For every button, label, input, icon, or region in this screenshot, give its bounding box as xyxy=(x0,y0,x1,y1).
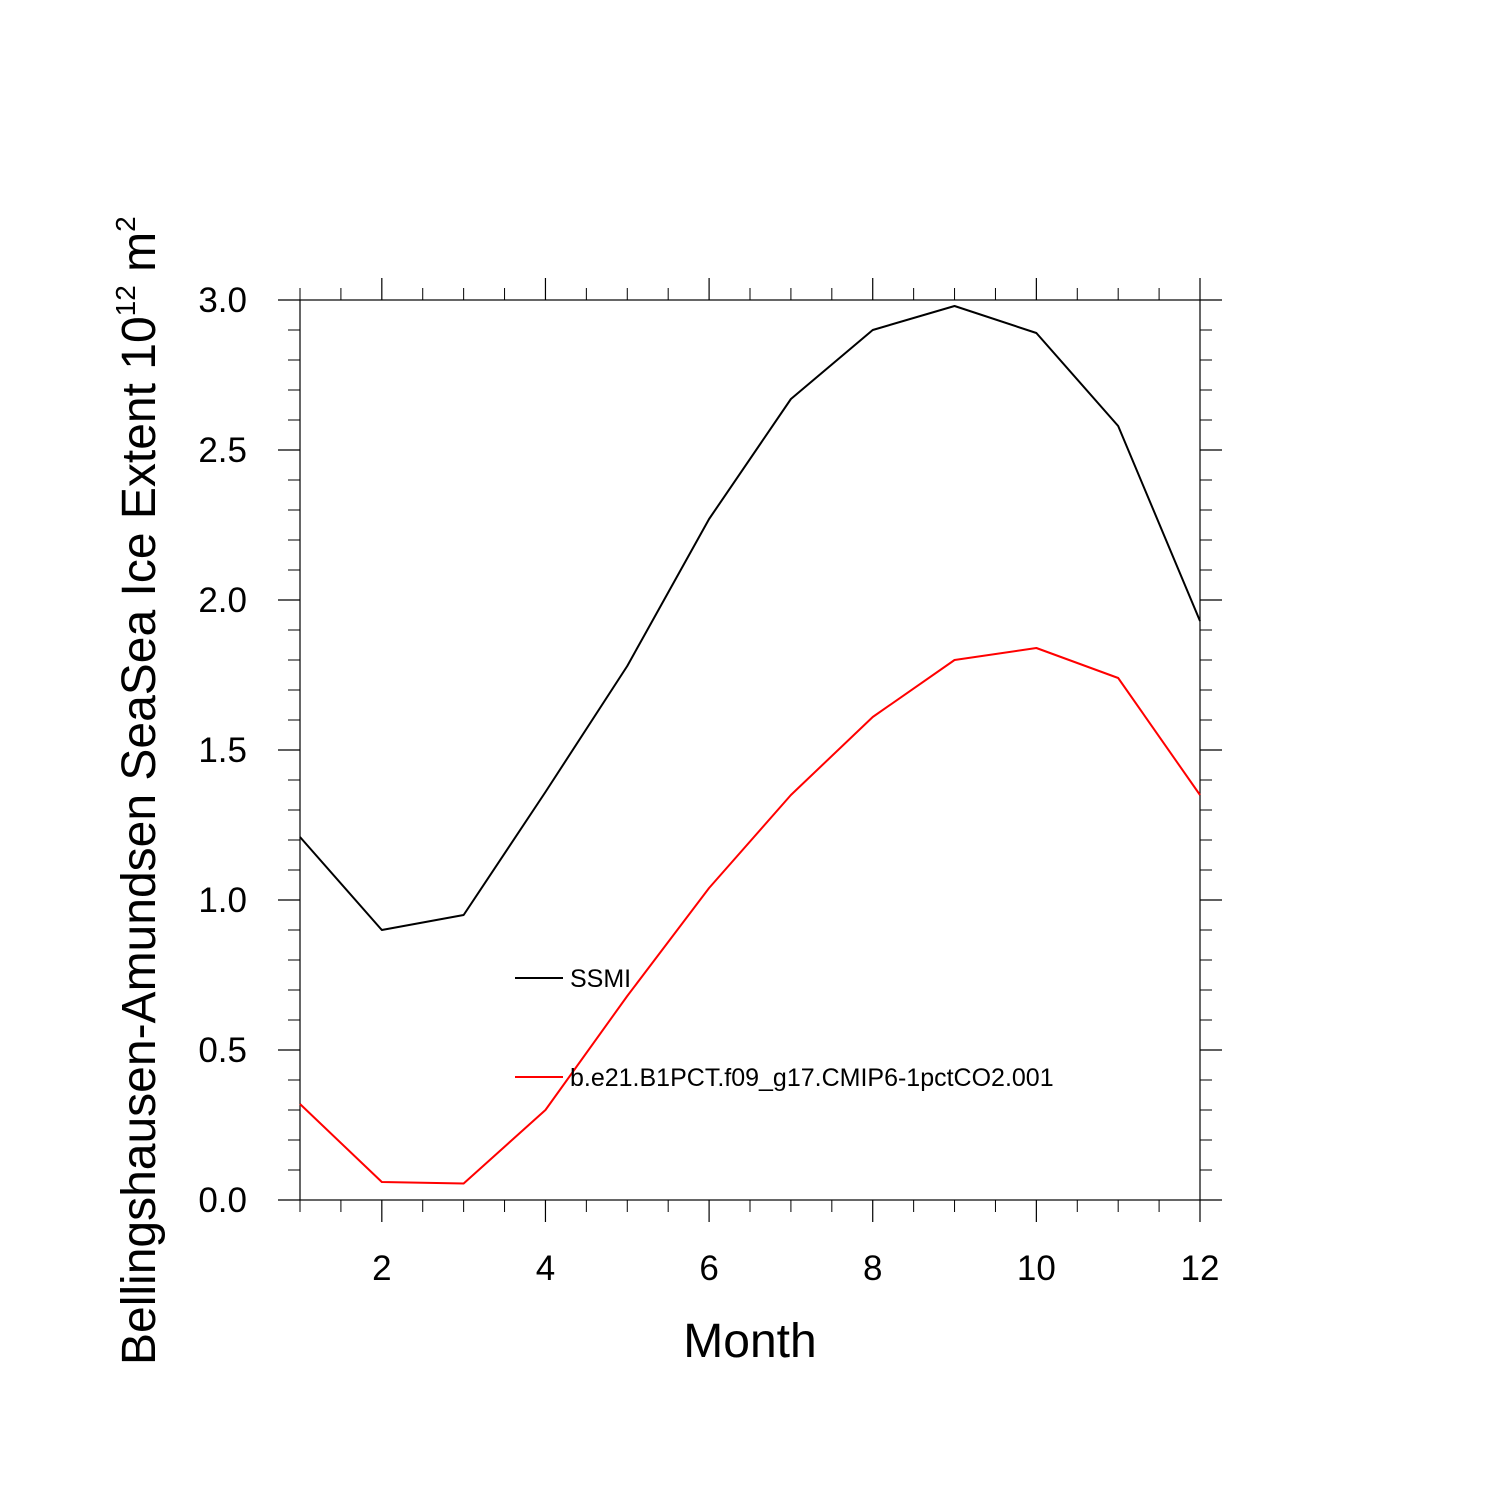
x-tick-label: 12 xyxy=(1181,1249,1220,1288)
legend-label-cmip6: b.e21.B1PCT.f09_g17.CMIP6-1pctCO2.001 xyxy=(570,1064,1054,1092)
y-axis-title: Bellingshausen-Amundsen SeaSea Ice Exten… xyxy=(110,216,166,1365)
series-line-ssmi xyxy=(299,305,1201,931)
y-tick-label: 2.0 xyxy=(198,581,247,620)
x-tick-label: 6 xyxy=(699,1249,718,1288)
y-tick-label: 2.5 xyxy=(198,431,247,470)
x-tick-label: 8 xyxy=(863,1249,882,1288)
x-tick-labels: 2 4 6 8 10 12 xyxy=(372,1249,1219,1288)
y-tick-label: 0.0 xyxy=(198,1181,247,1220)
x-tick-label: 4 xyxy=(536,1249,555,1288)
y-tick-label: 0.5 xyxy=(198,1031,247,1070)
y-axis-title-unit-exponent: 2 xyxy=(110,216,141,232)
y-tick-label: 1.5 xyxy=(198,731,247,770)
y-axis-title-exponent: 12 xyxy=(110,285,141,316)
legend-label-ssmi: SSMI xyxy=(570,965,631,993)
legend: SSMI b.e21.B1PCT.f09_g17.CMIP6-1pctCO2.0… xyxy=(515,965,1054,1092)
y-tick-label: 3.0 xyxy=(198,281,247,320)
x-tick-label: 10 xyxy=(1017,1249,1056,1288)
y-axis-title-unit: m xyxy=(113,232,166,285)
series-lines xyxy=(299,305,1201,1185)
x-tick-label: 2 xyxy=(372,1249,391,1288)
y-tick-label: 1.0 xyxy=(198,881,247,920)
y-tick-labels: 0.0 0.5 1.0 1.5 2.0 2.5 3.0 xyxy=(198,281,247,1220)
minor-ticks xyxy=(288,288,1212,1212)
y-axis-title-main: Bellingshausen-Amundsen SeaSea Ice Exten… xyxy=(113,316,166,1365)
series-line-cmip6 xyxy=(299,647,1201,1185)
x-axis-title: Month xyxy=(683,1315,816,1368)
plot-frame xyxy=(299,299,1201,1201)
major-ticks xyxy=(278,278,1222,1222)
